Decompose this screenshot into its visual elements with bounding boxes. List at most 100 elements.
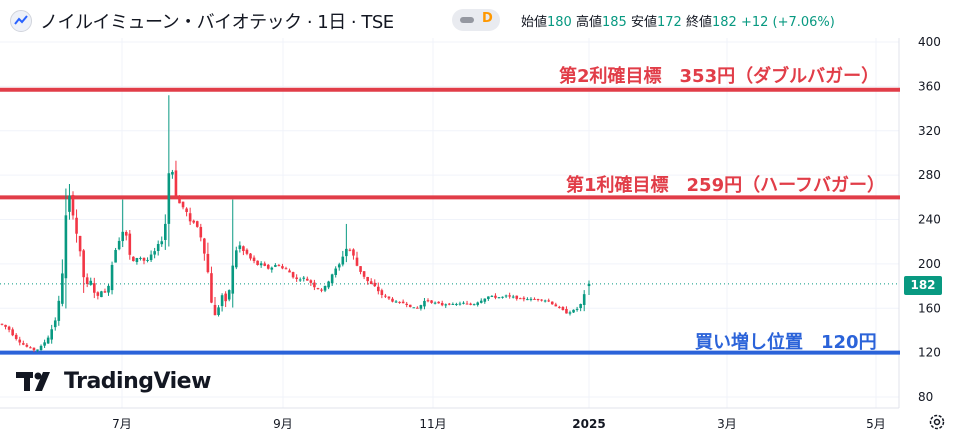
candle-body [483,298,487,302]
candle [199,223,203,242]
candle-body [455,303,458,305]
candle-body [107,285,110,293]
candle-body [448,303,451,305]
candle-body [391,298,394,302]
tradingview-logo-text[interactable]: TradingView [64,369,211,394]
candle-body [479,300,483,303]
candle-body [121,231,124,242]
symbol-icon[interactable] [10,10,32,32]
candle [57,295,61,326]
candle-body [64,215,68,279]
candle-body [316,288,320,290]
candle [582,290,586,312]
close-value: 182 [711,15,737,30]
candle [519,297,522,300]
candle-body [462,302,465,304]
buy-annotation[interactable]: 買い増し位置 120円 [695,332,877,353]
candle [18,336,22,346]
tradingview-logo-icon[interactable] [16,368,60,396]
candle-body [490,295,494,297]
candle-body [249,253,252,259]
candle [579,303,582,312]
high-label: 高値 [575,15,602,30]
price-axis-ticks: 80 120 160 200 240 280 320 360 400 [918,35,941,404]
target1-annotation[interactable]: 第1利確目標 259円（ハーフバガー） [566,175,886,196]
candle [100,290,103,298]
close-label: 終値 [685,15,712,30]
candle-body [43,342,46,346]
candle-body [504,295,508,297]
candle [398,301,401,304]
candle [550,301,554,305]
candle [501,296,504,299]
candle-body [330,274,334,284]
candle [164,214,167,250]
candle-body [572,309,575,313]
candle [43,339,46,348]
candle [437,301,440,304]
market-status-pill[interactable]: D [452,9,500,31]
candle-body [440,302,444,306]
candle [68,184,71,220]
candle-body [352,249,355,256]
candle [46,335,50,344]
candle-body [18,339,22,343]
candle-body [587,283,591,287]
candle [50,324,53,344]
candle [4,324,7,330]
candle [203,237,206,261]
settings-gear-icon[interactable] [928,413,946,431]
candle-body [355,257,359,266]
candle-body [426,300,430,302]
current-price-tag: 182 [904,276,942,295]
candle-body [213,304,217,316]
candle-body [160,241,164,245]
candle-body [526,299,529,301]
y-tick-label: 240 [918,213,941,227]
candle [359,266,362,275]
candle [114,247,117,263]
candle-body [565,308,568,314]
candle [558,305,561,309]
candle-body [345,248,348,257]
candle-body [377,286,380,292]
time-axis-ticks: 7月 9月 11月 2025 3月 5月 [112,417,886,431]
candle-body [22,343,25,345]
candle-body [387,296,391,299]
candle-body [89,280,93,285]
candle [188,207,192,225]
target2-annotation[interactable]: 第2利確目標 353円（ダブルバガー） [559,66,880,87]
chart-title[interactable]: ノイルイミューン・バイオテック · 1日 · TSE [40,12,394,33]
candle-body [423,300,426,307]
candle-body [220,295,224,307]
candle [362,271,366,280]
horizontal-lines [0,87,900,355]
candle-body [284,268,288,270]
candle-body [327,281,330,288]
y-tick-label: 80 [918,390,933,404]
candle [64,188,68,309]
y-tick-label: 400 [918,35,941,49]
candle-body [359,266,362,272]
status-label: D [482,11,493,26]
candle-body [203,238,206,254]
candle [455,302,458,306]
candle [497,297,501,299]
candle [153,247,156,259]
candle [22,340,25,346]
candle [337,262,341,271]
candle [416,306,419,309]
candle-body [366,276,369,282]
candle [25,343,29,348]
candle-body [373,282,377,287]
candle [78,235,82,257]
candle [206,242,210,274]
candle [89,277,93,286]
candle [29,346,32,349]
candle-body [554,304,558,307]
candle-body [508,295,511,297]
candle-body [281,266,284,269]
candle [75,209,78,243]
candle [387,296,391,301]
